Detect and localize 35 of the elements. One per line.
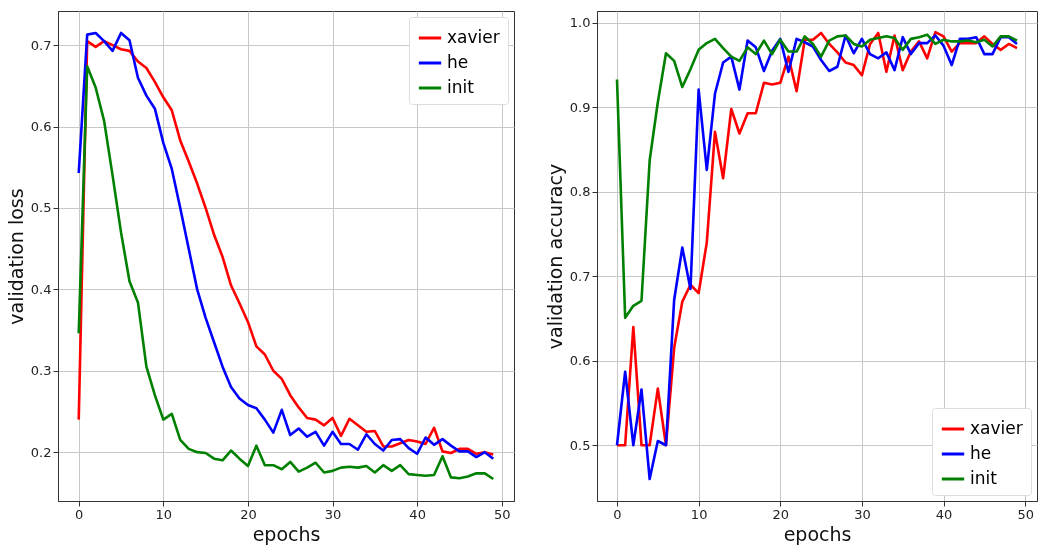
x-tick-label: 0	[613, 506, 622, 522]
x-tick-label: 40	[409, 506, 426, 522]
y-tick-label: 0.2	[30, 444, 52, 460]
y-tick-label: 0.7	[569, 268, 591, 284]
x-tick-label: 10	[155, 506, 173, 522]
x-axis-title: epochs	[252, 522, 321, 545]
y-tick-label: 0.9	[569, 99, 591, 115]
legend-label: he	[447, 52, 469, 72]
y-tick-label: 0.5	[30, 200, 52, 216]
y-tick-label: 1.0	[569, 15, 591, 31]
x-tick-label: 40	[935, 506, 953, 522]
x-tick-label: 30	[854, 506, 871, 522]
y-tick-label: 0.6	[30, 119, 52, 135]
x-tick-label: 0	[75, 506, 84, 522]
x-tick-label: 50	[1017, 506, 1034, 522]
y-axis-title: validation loss	[4, 188, 27, 325]
y-tick-label: 0.8	[569, 184, 591, 200]
legend-label: init	[970, 468, 998, 488]
y-tick-label: 0.3	[30, 363, 52, 379]
x-tick-label: 20	[772, 506, 790, 522]
x-axis-title: epochs	[783, 522, 852, 545]
x-tick-label: 30	[324, 506, 342, 522]
y-axis-title: validation accuracy	[543, 163, 566, 350]
x-tick-label: 10	[690, 506, 708, 522]
x-tick-label: 20	[240, 506, 257, 522]
y-tick-label: 0.5	[569, 437, 591, 453]
legend-label: init	[447, 77, 475, 97]
line-series	[615, 33, 1019, 319]
y-tick-label: 0.4	[30, 281, 52, 297]
y-tick-label: 0.6	[569, 353, 591, 369]
y-tick-label: 0.7	[30, 37, 52, 53]
legend-label: xavier	[970, 418, 1023, 438]
legend-label: he	[970, 443, 992, 463]
x-tick-label: 50	[493, 506, 511, 522]
legend-label: xavier	[447, 27, 500, 47]
